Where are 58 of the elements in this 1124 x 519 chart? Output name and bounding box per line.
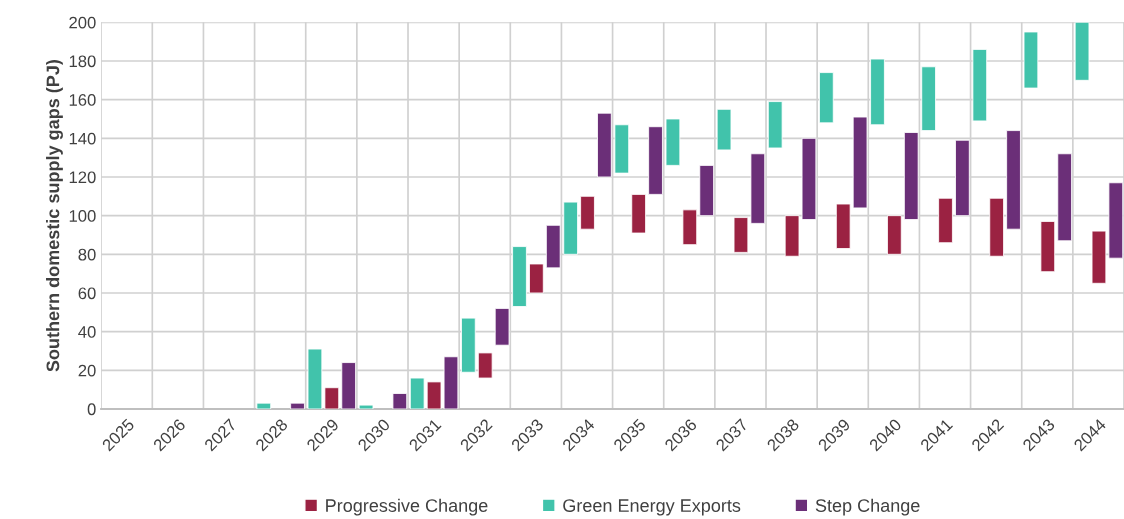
bar	[1074, 22, 1090, 81]
bar	[1057, 153, 1072, 242]
bar	[392, 393, 408, 409]
bar	[1023, 31, 1039, 89]
bar	[648, 126, 663, 195]
bar	[835, 203, 851, 249]
bar	[563, 201, 578, 255]
y-axis-title: Southern domestic supply gaps (PJ)	[46, 60, 63, 372]
bar	[1006, 130, 1021, 230]
bar	[461, 317, 476, 373]
bar	[1108, 182, 1124, 259]
y-tick-label: 60	[78, 287, 96, 300]
bar	[972, 48, 988, 122]
bar	[819, 72, 834, 124]
bar	[529, 263, 544, 294]
bar	[938, 197, 953, 244]
bar	[324, 387, 340, 409]
legend-label: Green Energy Exports	[563, 499, 741, 516]
legend-label: Step Change	[815, 498, 920, 516]
y-tick-label: 120	[69, 171, 96, 184]
y-tick-label: 160	[69, 94, 96, 106]
bar	[767, 101, 783, 149]
bar	[699, 164, 715, 217]
bar	[921, 66, 936, 131]
bar	[545, 224, 561, 269]
bar	[358, 404, 374, 409]
bar	[631, 193, 646, 234]
bar	[307, 348, 323, 409]
bar	[870, 58, 885, 126]
bar	[341, 362, 357, 409]
legend-label: Progressive Change	[326, 498, 488, 516]
bar	[955, 139, 970, 217]
bar	[290, 402, 305, 409]
bar	[989, 197, 1004, 257]
bar	[665, 118, 681, 166]
bar	[597, 112, 612, 178]
bar	[256, 402, 272, 409]
y-tick-label: 0	[87, 403, 96, 416]
bar	[1091, 230, 1107, 284]
bar	[682, 209, 698, 246]
bar	[580, 195, 595, 230]
bar	[614, 124, 630, 174]
y-tick-label: 20	[78, 364, 96, 377]
y-tick-label: 140	[69, 132, 96, 145]
y-tick-label: 40	[78, 326, 96, 338]
y-tick-label: 100	[69, 210, 96, 222]
bar	[852, 116, 868, 209]
y-tick-label: 200	[69, 16, 96, 29]
bar	[409, 377, 425, 409]
bar	[887, 215, 902, 255]
y-tick-label: 80	[78, 248, 96, 261]
bar	[716, 108, 732, 151]
y-tick-label: 180	[69, 55, 96, 68]
bar	[903, 132, 919, 220]
bar	[512, 246, 527, 307]
bar	[494, 308, 510, 346]
bar	[1040, 221, 1056, 273]
bar	[477, 352, 493, 379]
